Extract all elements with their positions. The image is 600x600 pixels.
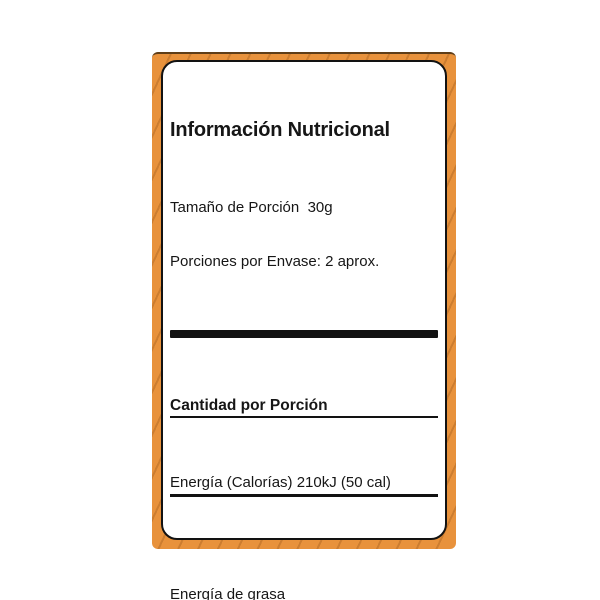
fat-energy-line-1: Energía de grasa: [170, 586, 286, 600]
fat-energy-block: Energía de grasa (Calorías de grasa)165k…: [170, 551, 438, 600]
nutrition-label-panel: Información Nutricional Tamaño de Porció…: [161, 60, 447, 600]
serving-size-line: Tamaño de Porción 30g: [170, 199, 333, 216]
amount-per-serving-header: Cantidad por Porción: [170, 397, 438, 418]
label-title: Información Nutricional: [170, 119, 390, 141]
thick-divider-top: [170, 330, 438, 338]
energy-line: Energía (Calorías) 210kJ (50 cal): [170, 472, 438, 497]
servings-per-container-line: Porciones por Envase: 2 aprox.: [170, 252, 380, 270]
label-orange-frame: Información Nutricional Tamaño de Porció…: [152, 52, 456, 600]
